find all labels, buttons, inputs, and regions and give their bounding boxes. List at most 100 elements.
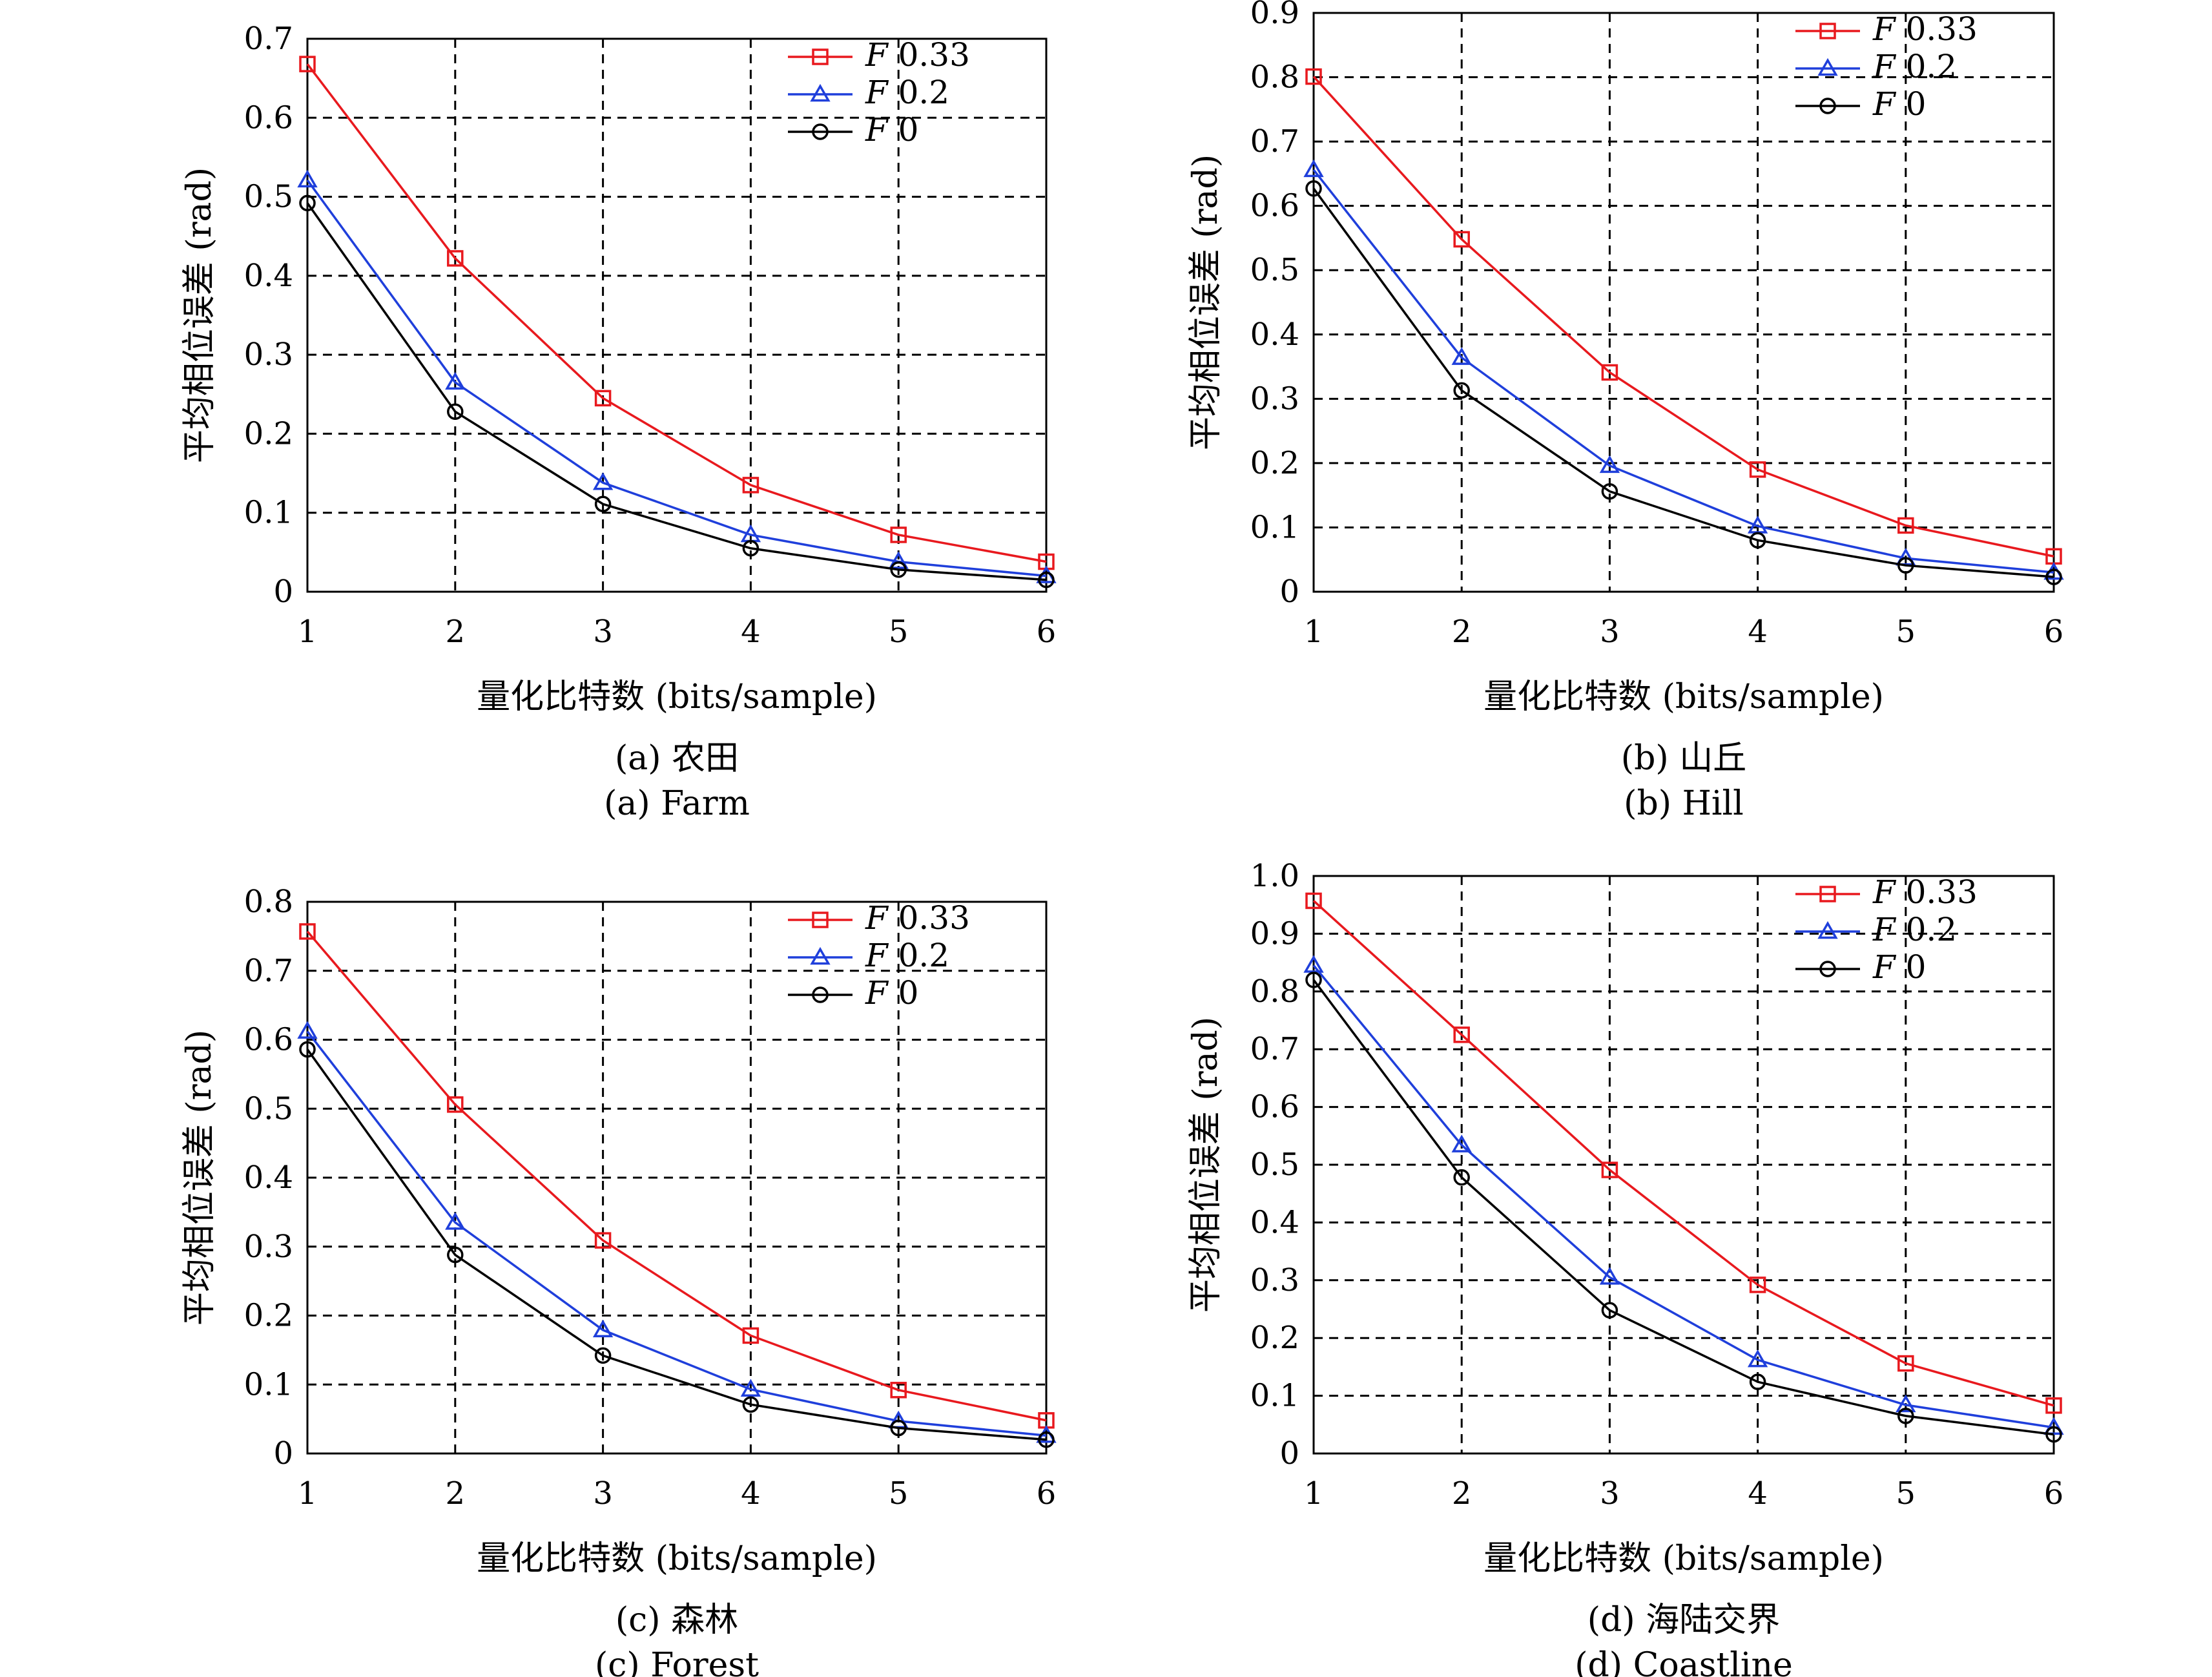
data-point <box>1897 1355 1914 1372</box>
legend-marker <box>1817 57 1838 76</box>
caption-en: (d) Coastline <box>1575 1646 1793 1677</box>
data-point <box>742 477 760 494</box>
y-tick-label: 0.2 <box>1250 445 1299 481</box>
legend-marker <box>812 48 829 65</box>
legend-marker <box>812 911 829 928</box>
series-square <box>299 56 1055 570</box>
plot-area: 00.10.20.30.40.50.60.70.81 2 3 4 5 6F 0.33F 0… <box>244 884 1057 1512</box>
plot-area: 0 0.1 0.2 0.3 0.4 0.5 0.6 0.7 1 2 3 4 5 6 F 0.33F 0.2F… <box>244 21 1057 650</box>
data-point <box>297 1021 318 1039</box>
data-point <box>1038 1431 1055 1448</box>
y-tick-label: 0.3 <box>244 337 293 373</box>
y-tick-label: 0.6 <box>1250 1089 1299 1125</box>
data-point <box>1897 1408 1914 1424</box>
x-tick-label: 1 <box>298 1475 318 1512</box>
caption-en: (c) Forest <box>595 1646 759 1677</box>
y-tick-label: 0.9 <box>1250 0 1299 31</box>
series-square <box>1305 892 2062 1414</box>
chart-panel-coastline: 0 0.1 0.2 0.3 0.4 0.5 0.6 0.7 0.8 0.9 1.0 1 2 3 4 5 6 F 0… <box>1186 858 2064 1677</box>
y-tick-label: 0.6 <box>1250 188 1299 224</box>
series-triangle <box>1303 955 2064 1435</box>
y-tick-label: 0.5 <box>244 179 293 215</box>
legend-label: F 0 <box>865 111 918 149</box>
legend-marker <box>1819 961 1836 977</box>
data-point <box>1305 180 1322 197</box>
y-tick-label: 0.8 <box>244 884 293 920</box>
data-point <box>1303 955 1324 973</box>
legend-marker <box>812 986 829 1003</box>
data-point <box>2045 568 2062 585</box>
series-line <box>1312 979 2054 1436</box>
x-tick-label: 5 <box>889 614 909 650</box>
data-point <box>1305 68 1322 85</box>
data-point <box>447 1246 464 1264</box>
data-point <box>1749 532 1766 549</box>
series-line <box>1312 900 2054 1407</box>
plot-frame <box>1312 875 2055 1455</box>
series-circle <box>299 1041 1055 1448</box>
y-axis-title: 平均相位误差 (rad) <box>1186 154 1225 450</box>
caption-cn: (d) 海陆交界 <box>1587 1601 1780 1640</box>
y-tick-label: 0.5 <box>244 1090 293 1127</box>
series-line <box>1312 169 2054 574</box>
legend-label: F 0.2 <box>865 937 949 974</box>
data-point <box>299 56 316 72</box>
series-line <box>306 1048 1047 1441</box>
x-tick-label: 6 <box>1037 614 1057 650</box>
data-point <box>742 1396 760 1413</box>
series-line <box>306 202 1047 581</box>
series-line <box>1312 76 2054 557</box>
data-point <box>740 1379 761 1397</box>
y-tick-label: 0.1 <box>244 1366 293 1402</box>
legend-marker <box>1819 98 1836 114</box>
legend-marker <box>1819 23 1836 39</box>
y-tick-label: 0.2 <box>1250 1320 1299 1356</box>
y-tick-label: 0.6 <box>244 1022 293 1058</box>
legend-label: F 0.33 <box>1872 873 1978 911</box>
data-point <box>1601 1161 1618 1178</box>
y-axis-title: 平均相位误差 (rad) <box>1186 1017 1225 1313</box>
y-tick-label: 0.1 <box>244 495 293 531</box>
data-point <box>447 1096 464 1113</box>
legend-marker <box>1819 886 1836 902</box>
data-point <box>1897 557 1914 574</box>
series-line <box>306 63 1047 563</box>
legend-marker <box>810 946 831 965</box>
caption-en: (a) Farm <box>604 784 750 823</box>
data-point <box>1897 517 1914 534</box>
y-tick-label: 0.4 <box>1250 317 1299 353</box>
plot-area: 0 0.1 0.2 0.3 0.4 0.5 0.6 0.7 0.8 0.9 1 2 3 4 5 6 F 0.33… <box>1250 0 2064 650</box>
x-tick-label: 6 <box>2044 1475 2064 1512</box>
x-tick-label: 3 <box>593 1475 613 1512</box>
x-axis-title: 量化比特数 (bits/sample) <box>477 1539 877 1578</box>
legend: F 0.33F 0.2F 0 <box>788 36 970 149</box>
data-point <box>594 1347 612 1364</box>
data-point <box>594 1232 612 1249</box>
legend-label: F 0.2 <box>1872 48 1957 85</box>
data-point <box>890 1382 907 1399</box>
series-circle <box>1305 180 2062 585</box>
y-tick-label: 0.8 <box>1250 59 1299 96</box>
legend-label: F 0.2 <box>865 74 949 111</box>
data-point <box>890 561 907 578</box>
x-tick-label: 2 <box>446 1475 466 1512</box>
data-point <box>445 371 466 390</box>
data-point <box>1896 1394 1916 1413</box>
data-point <box>299 194 316 212</box>
data-point <box>299 923 316 940</box>
series-triangle <box>297 169 1057 583</box>
y-tick-label: 0.2 <box>244 415 293 452</box>
y-tick-label: 0.6 <box>244 99 293 136</box>
x-tick-label: 3 <box>1600 614 1620 650</box>
data-point <box>1749 1276 1766 1293</box>
legend-label: F 0.33 <box>865 899 970 937</box>
x-tick-label: 4 <box>741 1475 761 1512</box>
series-circle <box>299 194 1055 589</box>
data-point <box>1601 364 1618 381</box>
x-tick-label: 3 <box>1600 1475 1620 1512</box>
y-tick-label: 0.4 <box>244 258 293 294</box>
data-point <box>592 472 614 490</box>
x-tick-label: 1 <box>1304 1475 1324 1512</box>
x-tick-label: 4 <box>741 614 761 650</box>
